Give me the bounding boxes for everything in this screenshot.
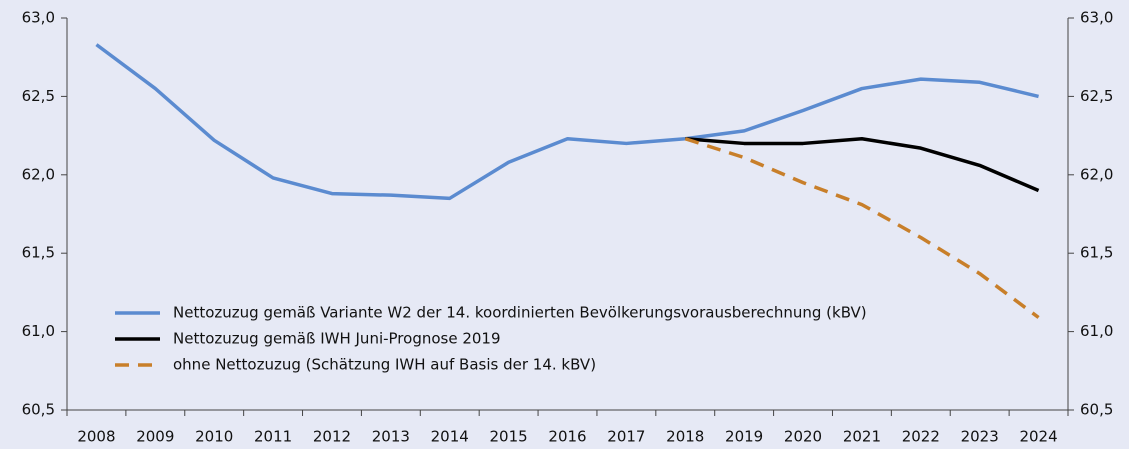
legend-label: Nettozuzug gemäß Variante W2 der 14. koo… <box>173 304 867 322</box>
x-tick-label: 2018 <box>666 428 704 446</box>
y-tick-label: 60,5 <box>22 401 55 419</box>
y-tick-label: 62,0 <box>22 165 55 183</box>
y2-tick-label: 60,5 <box>1080 401 1113 419</box>
y2-tick-label: 61,5 <box>1080 244 1113 262</box>
x-tick-label: 2019 <box>725 428 763 446</box>
y-tick-label: 63,0 <box>22 9 55 27</box>
y2-tick-label: 63,0 <box>1080 9 1113 27</box>
x-tick-label: 2014 <box>431 428 469 446</box>
series-line <box>95 43 1039 201</box>
y-tick-label: 61,5 <box>22 244 55 262</box>
y2-tick-label: 62,0 <box>1080 165 1113 183</box>
x-tick-label: 2009 <box>136 428 174 446</box>
legend-label: ohne Nettozuzug (Schätzung IWH auf Basis… <box>173 356 596 374</box>
y2-tick-label: 62,5 <box>1080 87 1113 105</box>
x-tick-label: 2017 <box>607 428 645 446</box>
series-line <box>685 136 1040 193</box>
x-tick-label: 2024 <box>1019 428 1057 446</box>
y-tick-label: 61,0 <box>22 322 55 340</box>
y2-tick-label: 61,0 <box>1080 322 1113 340</box>
x-tick-label: 2011 <box>254 428 292 446</box>
x-tick-label: 2022 <box>902 428 940 446</box>
legend-label: Nettozuzug gemäß IWH Juni-Prognose 2019 <box>173 330 501 348</box>
x-tick-label: 2020 <box>784 428 822 446</box>
x-tick-label: 2021 <box>843 428 881 446</box>
x-tick-label: 2013 <box>372 428 410 446</box>
x-tick-label: 2023 <box>961 428 999 446</box>
x-tick-label: 2016 <box>548 428 586 446</box>
y-tick-label: 62,5 <box>22 87 55 105</box>
x-tick-label: 2010 <box>195 428 233 446</box>
series-line <box>684 137 1040 319</box>
x-tick-label: 2012 <box>313 428 351 446</box>
x-tick-label: 2015 <box>490 428 528 446</box>
x-tick-label: 2008 <box>77 428 115 446</box>
